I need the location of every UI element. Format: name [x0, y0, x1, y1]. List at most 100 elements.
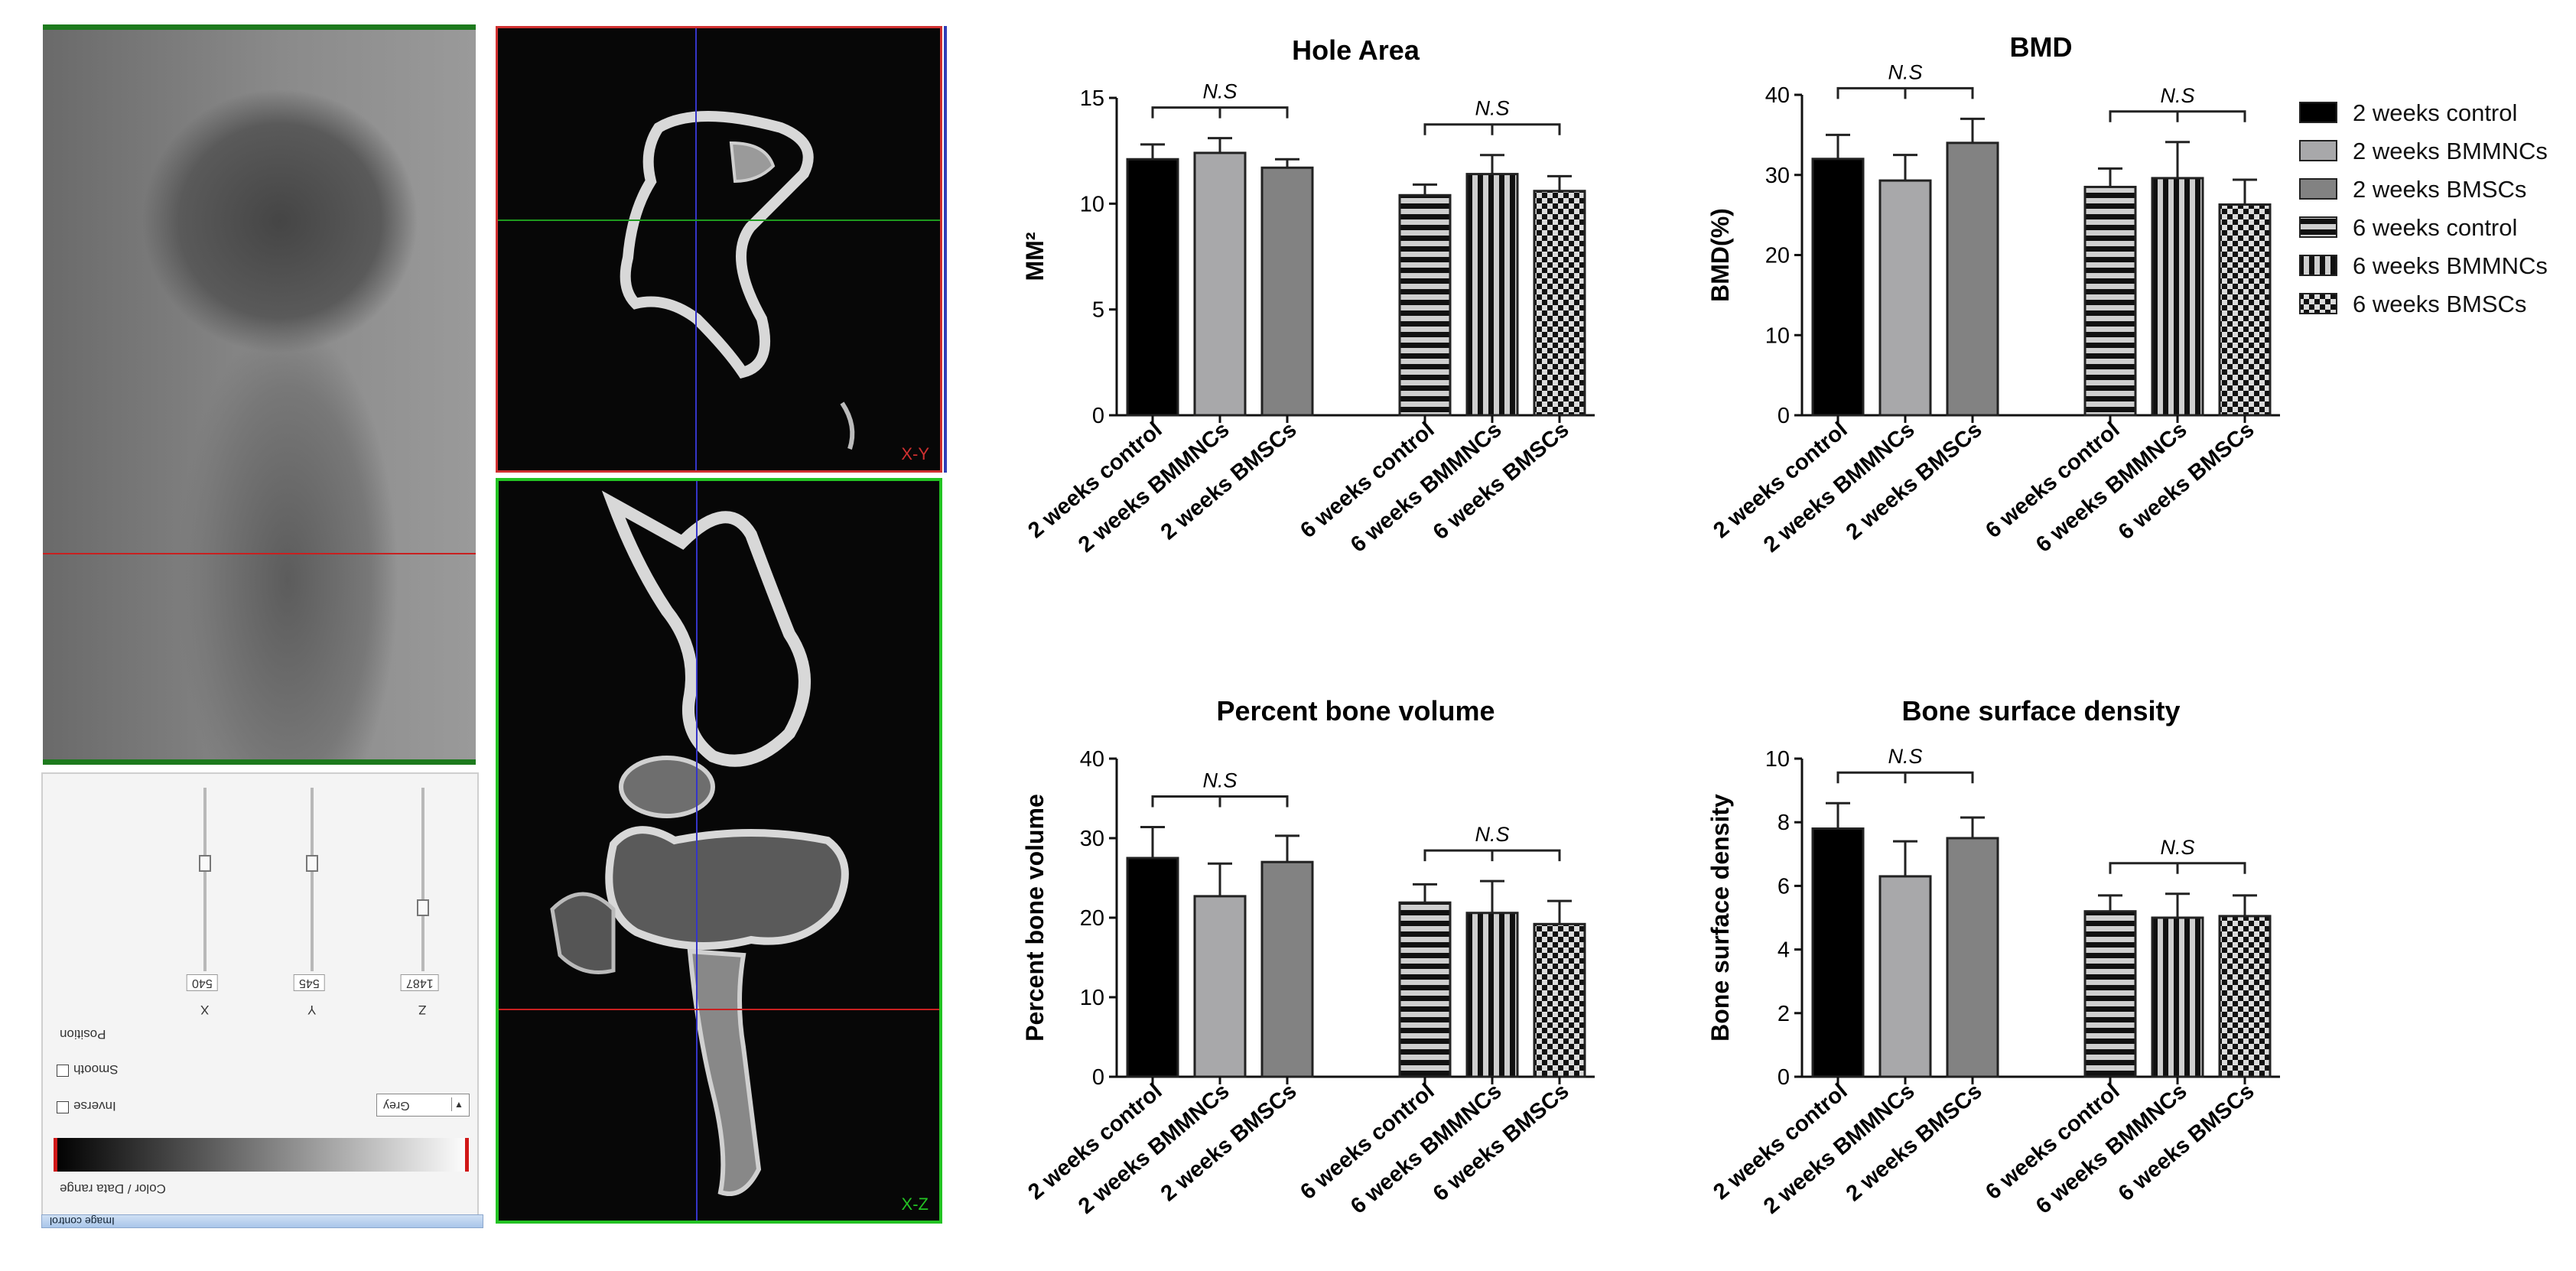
xy-bone-sketch [620, 111, 855, 450]
y-tick-label: 10 [1080, 192, 1104, 216]
bar [1811, 158, 1865, 417]
crosshair-blue-line-xz[interactable] [696, 481, 698, 1221]
xz-slice-view[interactable]: X-Z [496, 478, 942, 1224]
slider-y-track[interactable] [311, 788, 314, 971]
significance-bracket [1836, 86, 1974, 99]
significance-label: N.S [1475, 823, 1509, 846]
range-low-handle[interactable] [54, 1138, 57, 1172]
y-tick-label: 30 [1765, 164, 1790, 188]
range-high-handle[interactable] [465, 1138, 469, 1172]
significance-label: N.S [2160, 836, 2194, 859]
bar [1878, 875, 1932, 1078]
inverse-checkbox[interactable] [57, 1101, 69, 1113]
bar [1193, 151, 1247, 417]
legend-swatch [2299, 102, 2337, 123]
crosshair-blue-line[interactable] [695, 28, 697, 470]
significance-label: N.S [2160, 84, 2194, 107]
chart-title: BMD [2010, 31, 2073, 63]
significance-label: N.S [1888, 60, 1922, 83]
significance-label: N.S [1202, 80, 1237, 103]
bar [1465, 912, 1519, 1078]
bar [1260, 166, 1314, 417]
significance-bracket [1423, 849, 1561, 862]
y-tick-label: 20 [1080, 906, 1104, 931]
y-tick-label: 10 [1080, 986, 1104, 1010]
bar [1946, 141, 1999, 417]
bar [1398, 193, 1452, 417]
y-tick-label: 0 [1092, 404, 1104, 428]
y-tick-label: 20 [1765, 244, 1790, 268]
legend-item-label: 6 weeks BMMNCs [2353, 252, 2548, 279]
xz-bone-sketch [550, 490, 849, 1196]
legend-swatch [2299, 140, 2337, 161]
y-axis-label: Bone surface density [1706, 794, 1734, 1042]
y-tick-label: 4 [1778, 938, 1790, 963]
chart-title: Hole Area [1292, 34, 1420, 66]
radiograph-view[interactable] [43, 24, 476, 765]
significance-bracket [1423, 123, 1561, 135]
slider-z-thumb[interactable] [417, 899, 429, 916]
significance-bracket [2109, 862, 2246, 874]
y-tick-label: 5 [1092, 298, 1104, 323]
xz-view-label: X-Z [901, 1195, 929, 1214]
xy-side-bar [944, 26, 947, 473]
bar [1533, 922, 1586, 1078]
image-control-bar[interactable]: Image control [41, 1214, 483, 1228]
slider-y-thumb[interactable] [306, 855, 318, 872]
legend-swatch [2299, 255, 2337, 276]
y-tick-label: 6 [1778, 874, 1790, 899]
legend-swatch [2299, 178, 2337, 200]
y-axis-label: BMD(%) [1706, 208, 1734, 302]
significance-bracket [1151, 106, 1289, 119]
bar [2151, 916, 2204, 1078]
crosshair-red-line[interactable] [43, 553, 476, 554]
legend-item-label: 2 weeks BMSCs [2353, 176, 2527, 203]
bar [1126, 857, 1179, 1078]
y-tick-label: 2 [1778, 1002, 1790, 1026]
bar [1260, 860, 1314, 1078]
bar [2218, 915, 2272, 1078]
bar [2083, 910, 2137, 1078]
y-tick-label: 40 [1080, 747, 1104, 772]
slider-x-track[interactable] [203, 788, 207, 971]
significance-label: N.S [1202, 769, 1237, 792]
y-tick-label: 0 [1778, 1065, 1790, 1090]
legend-item-label: 2 weeks BMMNCs [2353, 138, 2548, 164]
chart-3: Percent bone volume Percent bone volume 0 1… [1021, 695, 1595, 1219]
y-tick-label: 15 [1080, 86, 1104, 111]
bar [1193, 895, 1247, 1078]
bar [1878, 179, 1932, 417]
color-mode-select[interactable]: Grey ▲ [376, 1094, 470, 1117]
bar [1398, 901, 1452, 1078]
crosshair-red-line-xz[interactable] [499, 1009, 939, 1010]
bar [1533, 190, 1586, 417]
slider-z-track[interactable] [421, 788, 424, 971]
bar [2151, 177, 2204, 417]
y-tick-label: 40 [1765, 83, 1790, 108]
bar [1811, 827, 1865, 1078]
legend-swatch [2299, 216, 2337, 238]
xy-slice-view[interactable]: X-Y [496, 26, 942, 473]
chart-4: Bone surface density Bone surface density… [1706, 695, 2280, 1219]
significance-bracket [1836, 771, 1974, 784]
slider-x-thumb[interactable] [199, 855, 211, 872]
legend-item-label: 2 weeks control [2353, 99, 2518, 126]
significance-bracket [1151, 795, 1289, 808]
y-tick-label: 0 [1092, 1065, 1104, 1090]
significance-label: N.S [1888, 745, 1922, 768]
smooth-checkbox[interactable] [57, 1065, 69, 1077]
bar [1465, 173, 1519, 417]
y-tick-label: 10 [1765, 747, 1790, 772]
chevron-down-icon[interactable]: ▲ [451, 1097, 466, 1111]
significance-label: N.S [1475, 97, 1509, 120]
legend-swatches [2299, 102, 2337, 314]
crosshair-green-line[interactable] [498, 219, 940, 221]
y-axis-label: Percent bone volume [1021, 794, 1049, 1042]
color-range-gradient[interactable] [54, 1138, 470, 1172]
legend-swatch [2299, 293, 2337, 314]
bar [2218, 203, 2272, 417]
legend-item-label: 6 weeks control [2353, 214, 2518, 241]
